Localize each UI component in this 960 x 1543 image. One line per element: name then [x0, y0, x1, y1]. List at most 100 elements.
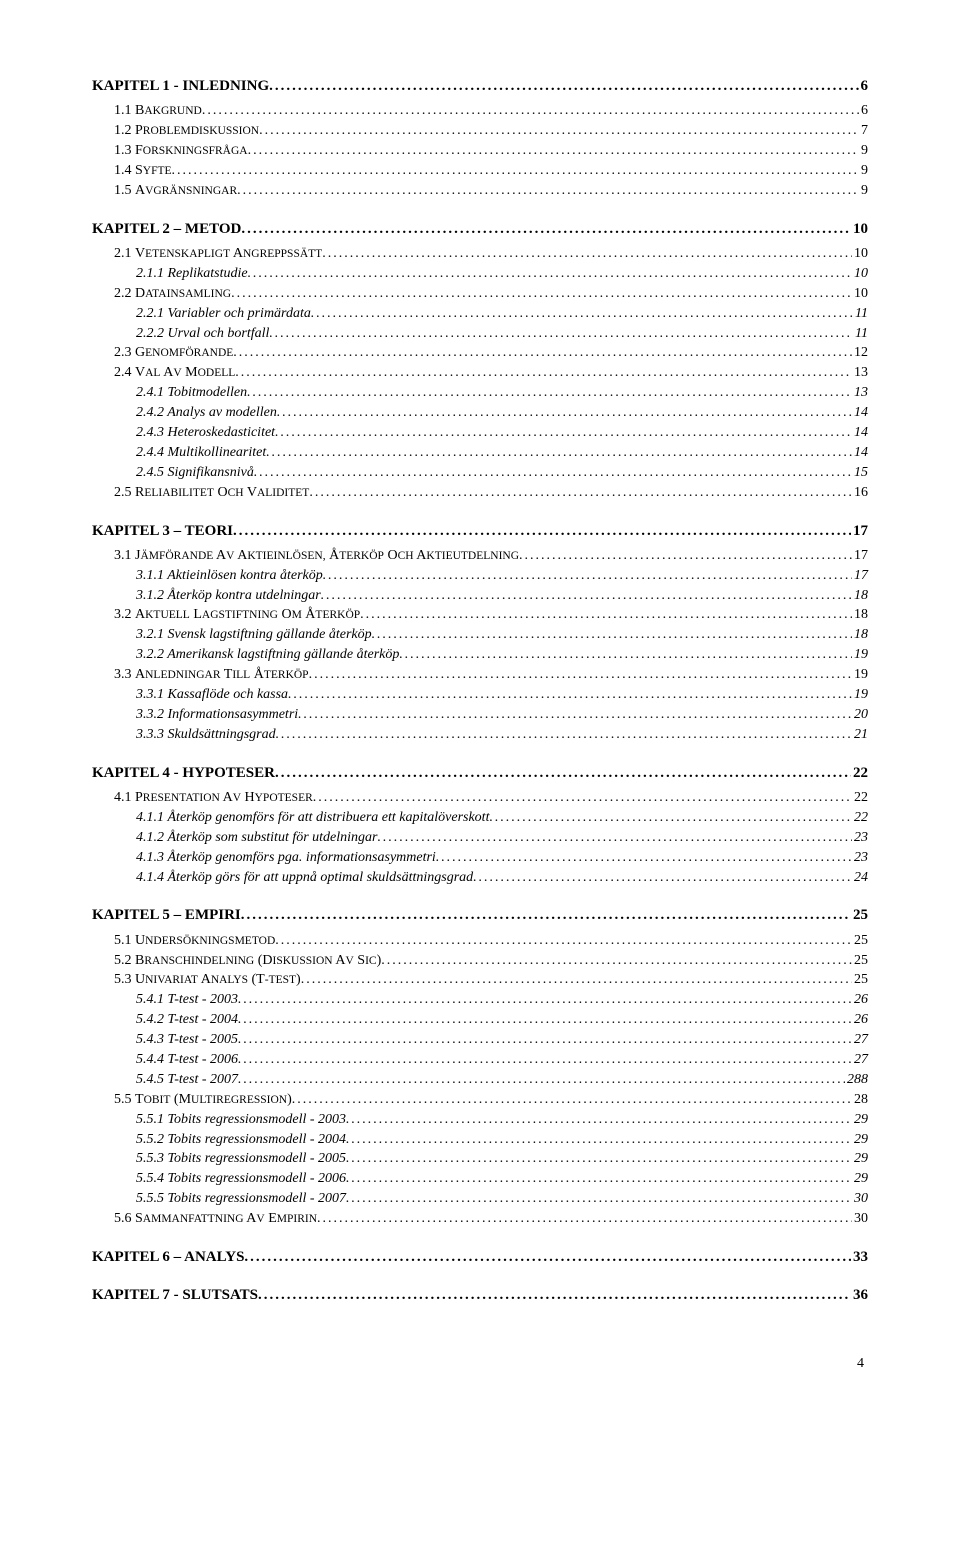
toc-leader [254, 464, 852, 483]
toc-page: 24 [852, 869, 868, 888]
toc-label: 5.4.2 T-test - 2004 [136, 1011, 238, 1030]
toc-leader [346, 1111, 852, 1130]
toc-page: 9 [859, 182, 868, 201]
toc-entry: 2.4.2 Analys av modellen14 [92, 404, 868, 423]
toc-leader [202, 102, 859, 121]
toc-leader [309, 484, 852, 503]
toc-leader [301, 971, 852, 990]
toc-label: 5.4.3 T-test - 2005 [136, 1031, 238, 1050]
toc-page: 9 [859, 142, 868, 161]
toc-entry: 2.2.1 Variabler och primärdata11 [92, 305, 868, 324]
toc-entry: 5.4.2 T-test - 200426 [92, 1011, 868, 1030]
toc-leader [321, 587, 852, 606]
toc-label: 4.1.4 Återköp görs för att uppnå optimal… [136, 869, 473, 888]
toc-entry: KAPITEL 2 – METOD10 [92, 219, 868, 239]
toc-entry: 1.3 FORSKNINGSFRÅGA 9 [92, 142, 868, 161]
toc-label: KAPITEL 4 - HYPOTESER [92, 763, 275, 783]
toc-leader [436, 849, 852, 868]
toc-leader [248, 265, 852, 284]
toc-label: 3.3.3 Skuldsättningsgrad [136, 726, 276, 745]
toc-page: 6 [859, 102, 868, 121]
toc-label: 5.5.2 Tobits regressionsmodell - 2004 [136, 1131, 346, 1150]
toc-page: 25 [852, 932, 868, 951]
toc-entry: KAPITEL 4 - HYPOTESER22 [92, 763, 868, 783]
toc-label: 5.5.3 Tobits regressionsmodell - 2005 [136, 1150, 346, 1169]
toc-leader [241, 219, 851, 239]
toc-leader [323, 567, 852, 586]
table-of-contents: KAPITEL 1 - INLEDNING61.1 BAKGRUND61.2 P… [92, 76, 868, 1306]
toc-entry: KAPITEL 1 - INLEDNING 6 [92, 76, 868, 96]
toc-page: 288 [845, 1071, 868, 1090]
toc-page: 11 [853, 305, 868, 324]
toc-label: 3.3 ANLEDNINGAR TILL ÅTERKÖP [114, 666, 309, 685]
toc-entry: 3.2.1 Svensk lagstiftning gällande återk… [92, 626, 868, 645]
toc-page: 10 [852, 285, 868, 304]
toc-leader [241, 905, 851, 925]
toc-page: 10 [852, 265, 868, 284]
toc-page: 10 [851, 219, 868, 239]
toc-page: 7 [859, 122, 868, 141]
toc-entry: 4.1.3 Återköp genomförs pga. information… [92, 849, 868, 868]
toc-leader [235, 364, 852, 383]
toc-entry: 3.2 AKTUELL LAGSTIFTNING OM ÅTERKÖP18 [92, 606, 868, 625]
toc-page: 12 [852, 344, 868, 363]
toc-page: 14 [852, 444, 868, 463]
toc-leader [259, 122, 859, 141]
toc-entry: KAPITEL 3 – TEORI17 [92, 521, 868, 541]
toc-leader [381, 952, 852, 971]
toc-entry: 2.4 VAL AV MODELL13 [92, 364, 868, 383]
toc-label: 2.1.1 Replikatstudie [136, 265, 248, 284]
toc-label: 2.2 DATAINSAMLING [114, 285, 231, 304]
toc-leader [473, 869, 852, 888]
toc-label: KAPITEL 3 – TEORI [92, 521, 233, 541]
toc-page: 16 [852, 484, 868, 503]
toc-entry: 2.4.1 Tobitmodellen13 [92, 384, 868, 403]
toc-page: 29 [852, 1150, 868, 1169]
toc-leader [275, 763, 851, 783]
toc-entry: 3.1.1 Aktieinlösen kontra återköp17 [92, 567, 868, 586]
toc-page: 9 [859, 162, 868, 181]
toc-page: 6 [859, 76, 869, 96]
toc-label: 3.1.2 Återköp kontra utdelningar [136, 587, 321, 606]
toc-leader [237, 182, 859, 201]
toc-leader [298, 706, 852, 725]
toc-entry: 5.5.3 Tobits regressionsmodell - 2005 29 [92, 1150, 868, 1169]
toc-label: 2.4.2 Analys av modellen [136, 404, 277, 423]
toc-page: 25 [852, 971, 868, 990]
toc-label: 5.5.5 Tobits regressionsmodell - 2007 [136, 1190, 346, 1209]
toc-label: KAPITEL 5 – EMPIRI [92, 905, 241, 925]
toc-leader [231, 285, 852, 304]
toc-page: 10 [852, 245, 868, 264]
toc-leader [238, 991, 852, 1010]
toc-page: 23 [852, 829, 868, 848]
toc-page: 22 [852, 789, 868, 808]
toc-leader [238, 1011, 852, 1030]
toc-label: 3.2 AKTUELL LAGSTIFTNING OM ÅTERKÖP [114, 606, 360, 625]
toc-leader [238, 1031, 852, 1050]
toc-page: 17 [852, 567, 868, 586]
toc-label: 2.2.2 Urval och bortfall [136, 325, 269, 344]
toc-page: 33 [851, 1247, 868, 1267]
toc-entry: 4.1.4 Återköp görs för att uppnå optimal… [92, 869, 868, 888]
toc-entry: 5.4.3 T-test - 2005 27 [92, 1031, 868, 1050]
toc-page: 23 [852, 849, 868, 868]
toc-label: 5.5.1 Tobits regressionsmodell - 2003 [136, 1111, 346, 1130]
document-page: KAPITEL 1 - INLEDNING61.1 BAKGRUND61.2 P… [0, 0, 960, 1412]
toc-entry: 3.3 ANLEDNINGAR TILL ÅTERKÖP 19 [92, 666, 868, 685]
toc-entry: 4.1.1 Återköp genomförs för att distribu… [92, 809, 868, 828]
toc-label: 5.5 TOBIT (MULTIREGRESSION) [114, 1091, 292, 1110]
toc-label: 1.3 FORSKNINGSFRÅGA [114, 142, 248, 161]
toc-entry: 5.4.5 T-test - 2007 288 [92, 1071, 868, 1090]
toc-page: 19 [852, 666, 868, 685]
toc-page: 27 [852, 1031, 868, 1050]
toc-label: 2.4.5 Signifikansnivå [136, 464, 254, 483]
toc-label: KAPITEL 1 - INLEDNING [92, 76, 269, 96]
toc-leader [519, 547, 852, 566]
toc-entry: 2.4.5 Signifikansnivå15 [92, 464, 868, 483]
toc-leader [309, 666, 852, 685]
toc-leader [313, 789, 852, 808]
toc-page: 30 [852, 1210, 868, 1229]
toc-label: 2.1 VETENSKAPLIGT ANGREPPSSÄTT [114, 245, 322, 264]
toc-entry: 3.1.2 Återköp kontra utdelningar18 [92, 587, 868, 606]
toc-label: 5.4.5 T-test - 2007 [136, 1071, 238, 1090]
